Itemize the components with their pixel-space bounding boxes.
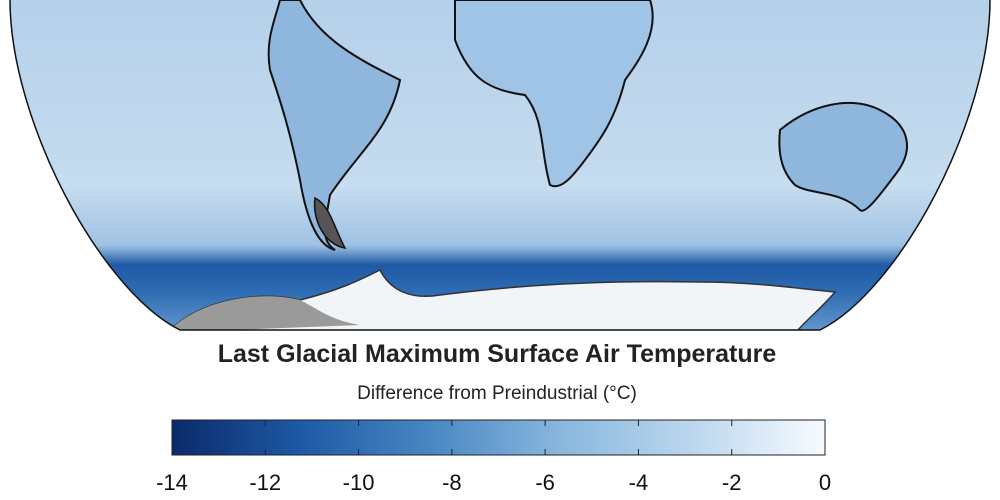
colorbar-tick-label: -14	[156, 470, 188, 495]
africa	[454, 0, 654, 188]
australia	[778, 102, 908, 212]
colorbar-tick-label: 0	[819, 470, 831, 495]
colorbar-tick-label: -2	[722, 470, 742, 495]
colorbar-tick-label: -4	[629, 470, 649, 495]
map	[10, 0, 990, 330]
title: Last Glacial Maximum Surface Air Tempera…	[218, 340, 777, 368]
subtitle: Difference from Preindustrial (°C)	[357, 383, 637, 404]
colorbar-tick-label: -8	[442, 470, 462, 495]
antarctica-ridge	[170, 296, 360, 330]
patagonia-ice	[313, 196, 347, 249]
south-america	[267, 0, 402, 251]
colorbar-tick-label: -10	[343, 470, 375, 495]
colorbar-tick-label: -12	[249, 470, 281, 495]
colorbar-tick-label: -6	[535, 470, 555, 495]
map-border	[9, 0, 991, 331]
colorbar	[171, 419, 826, 456]
